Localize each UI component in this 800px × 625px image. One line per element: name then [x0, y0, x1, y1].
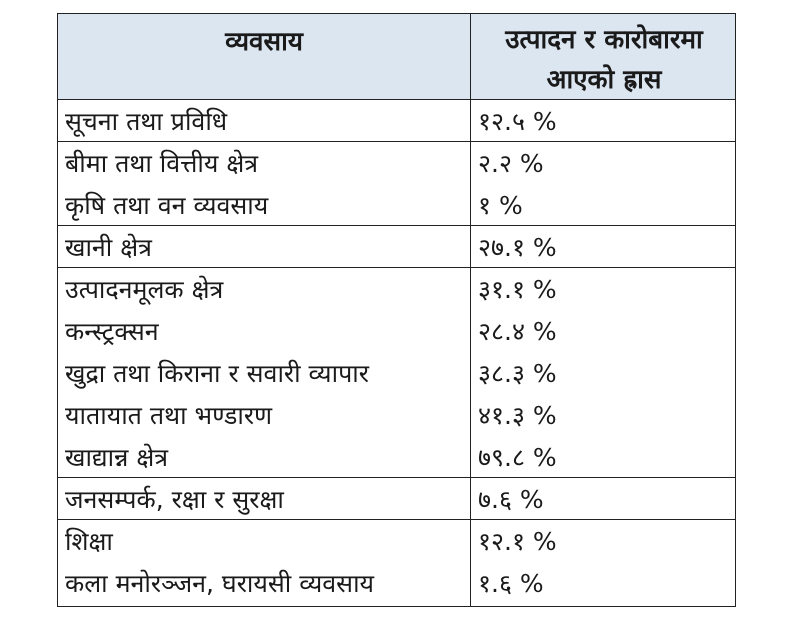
- table-header: व्यवसाय उत्पादन र कारोबारमा आएको ह्रास: [58, 14, 735, 100]
- header-sector: व्यवसाय: [225, 27, 303, 57]
- decline-cell: ७९.८ %: [478, 443, 557, 472]
- decline-cell: १.६ %: [478, 569, 544, 598]
- sector-cell: शिक्षा: [65, 527, 113, 556]
- row-group: खानी क्षेत्र २७.१ %: [58, 226, 735, 268]
- row-group: बीमा तथा वित्तीय क्षेत्र २.२ % कृषि तथा वन…: [58, 142, 735, 226]
- sector-cell: खाद्यान्न क्षेत्र: [65, 443, 169, 472]
- decline-cell: ४१.३ %: [478, 401, 557, 430]
- table-row: बीमा तथा वित्तीय क्षेत्र २.२ %: [58, 142, 735, 184]
- table-row: कन्स्ट्रक्सन २८.४ %: [58, 310, 735, 352]
- table-row: खानी क्षेत्र २७.१ %: [58, 226, 735, 268]
- sector-cell: कला मनोरञ्जन, घरायसी व्यवसाय: [65, 569, 375, 598]
- table-row: सूचना तथा प्रविधि १२.५ %: [58, 100, 735, 142]
- decline-cell: २७.१ %: [478, 233, 557, 262]
- sector-cell: जनसम्पर्क, रक्षा र सुरक्षा: [65, 485, 284, 514]
- sector-cell: यातायात तथा भण्डारण: [65, 401, 273, 430]
- row-group: उत्पादनमूलक क्षेत्र ३१.१ % कन्स्ट्रक्सन २८.…: [58, 268, 735, 478]
- decline-cell: ३१.१ %: [478, 275, 557, 304]
- row-group: जनसम्पर्क, रक्षा र सुरक्षा ७.६ %: [58, 478, 735, 520]
- row-group: सूचना तथा प्रविधि १२.५ %: [58, 100, 735, 142]
- sector-cell: खानी क्षेत्र: [65, 233, 152, 262]
- table-row: कृषि तथा वन व्यवसाय १ %: [58, 184, 735, 226]
- header-decline-line1: उत्पादन र कारोबारमा: [505, 25, 703, 55]
- column-divider: [470, 14, 471, 606]
- table-row: जनसम्पर्क, रक्षा र सुरक्षा ७.६ %: [58, 478, 735, 520]
- table-row: खाद्यान्न क्षेत्र ७९.८ %: [58, 436, 735, 478]
- decline-table: व्यवसाय उत्पादन र कारोबारमा आएको ह्रास स…: [57, 13, 736, 607]
- header-decline: उत्पादन र कारोबारमा आएको ह्रास: [471, 20, 737, 100]
- table-row: शिक्षा १२.१ %: [58, 520, 735, 562]
- sector-cell: कन्स्ट्रक्सन: [65, 317, 159, 346]
- table-row: उत्पादनमूलक क्षेत्र ३१.१ %: [58, 268, 735, 310]
- sector-cell: उत्पादनमूलक क्षेत्र: [65, 275, 224, 304]
- sector-cell: बीमा तथा वित्तीय क्षेत्र: [65, 149, 259, 178]
- decline-cell: ३८.३ %: [478, 359, 557, 388]
- decline-cell: ७.६ %: [478, 485, 544, 514]
- sector-cell: खुद्रा तथा किराना र सवारी व्यापार: [65, 359, 369, 388]
- row-group: शिक्षा १२.१ % कला मनोरञ्जन, घरायसी व्यवसाय…: [58, 520, 735, 604]
- table-row: कला मनोरञ्जन, घरायसी व्यवसाय १.६ %: [58, 562, 735, 604]
- sector-cell: कृषि तथा वन व्यवसाय: [65, 191, 269, 220]
- decline-cell: १ %: [478, 191, 523, 220]
- decline-cell: २.२ %: [478, 149, 544, 178]
- sector-cell: सूचना तथा प्रविधि: [65, 107, 228, 136]
- table-row: खुद्रा तथा किराना र सवारी व्यापार ३८.३ %: [58, 352, 735, 394]
- decline-cell: १२.५ %: [478, 107, 557, 136]
- header-decline-line2: आएको ह्रास: [546, 65, 662, 95]
- decline-cell: २८.४ %: [478, 317, 557, 346]
- table-row: यातायात तथा भण्डारण ४१.३ %: [58, 394, 735, 436]
- decline-cell: १२.१ %: [478, 527, 557, 556]
